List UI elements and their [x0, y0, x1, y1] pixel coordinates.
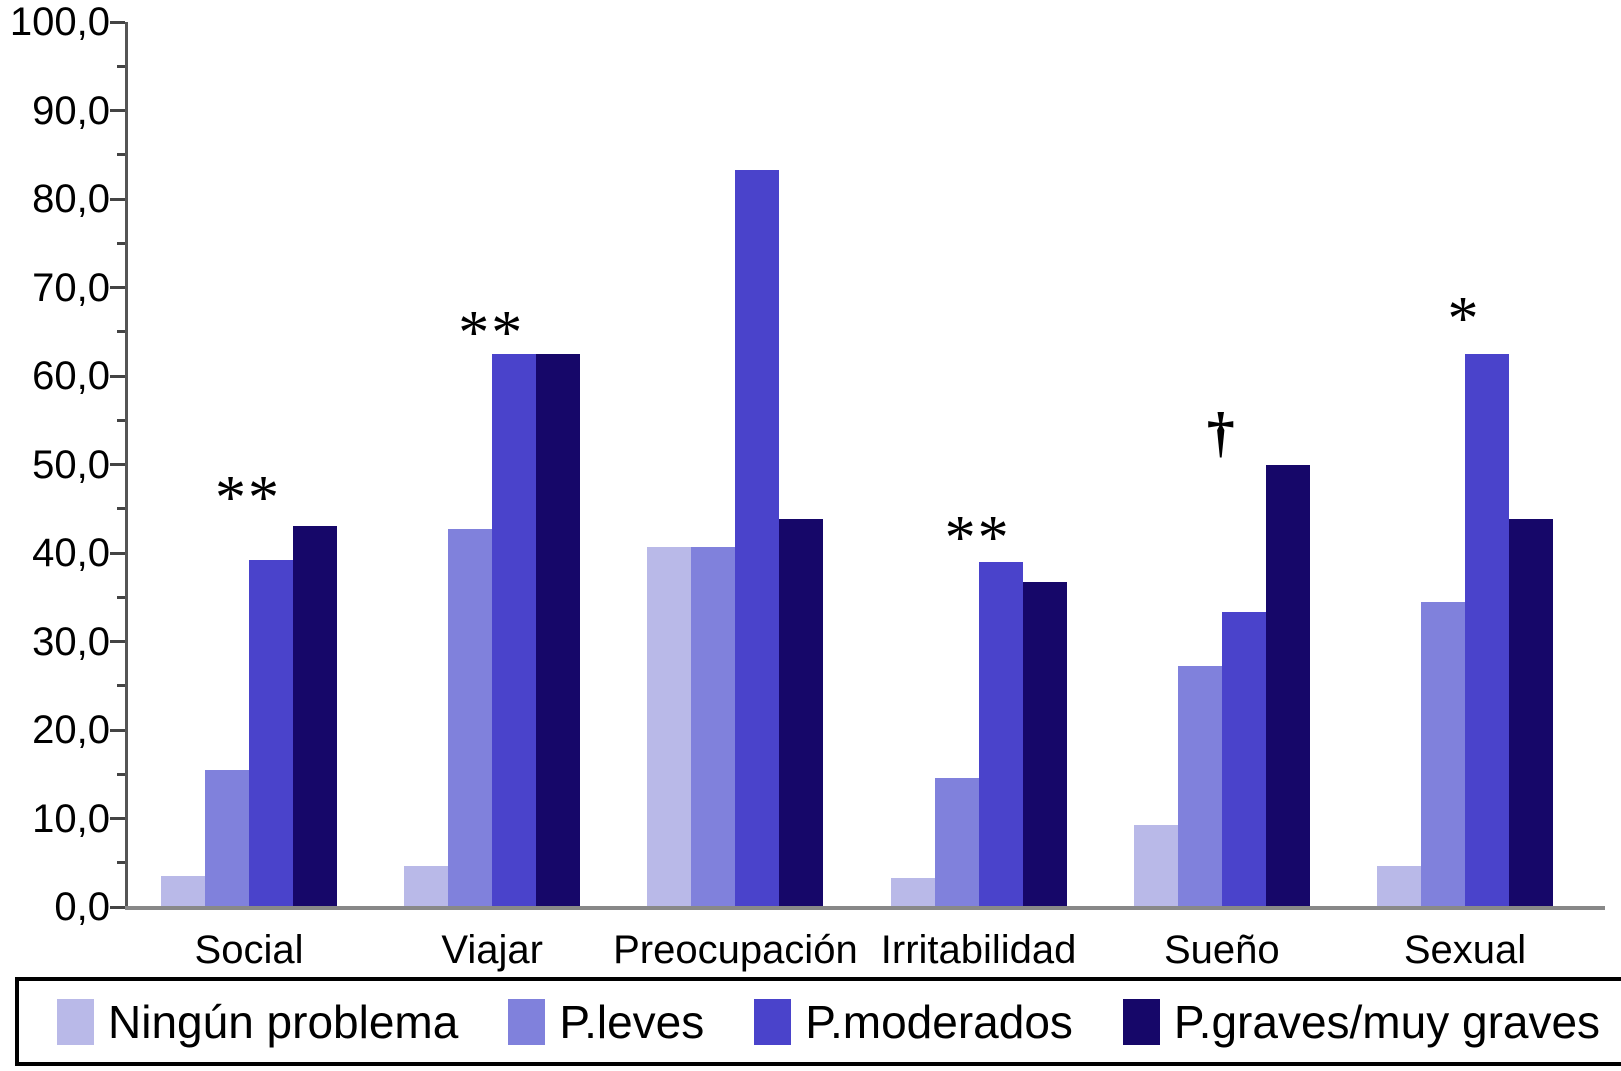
- bar: [779, 519, 824, 907]
- bar: [293, 526, 337, 907]
- legend-item: Ningún problema: [57, 995, 459, 1048]
- bar: [978, 561, 1023, 907]
- y-major-tick: [110, 286, 125, 289]
- y-major-tick: [110, 728, 125, 732]
- y-minor-tick: [117, 153, 125, 157]
- y-tick-label: 60,0: [32, 354, 110, 398]
- y-major-tick: [110, 551, 125, 555]
- bar: [1133, 824, 1178, 907]
- bar: [934, 777, 979, 907]
- bar: [161, 876, 205, 907]
- legend-item: P.leves: [508, 995, 705, 1048]
- bar: [536, 353, 581, 907]
- bar: [1022, 582, 1067, 907]
- legend-item: P.moderados: [754, 995, 1073, 1048]
- y-major-tick: [110, 463, 125, 466]
- y-minor-tick: [117, 64, 125, 68]
- bar: [647, 546, 692, 907]
- y-major-tick: [110, 374, 125, 378]
- bar: [249, 560, 293, 907]
- bar: [1221, 612, 1266, 907]
- y-minor-tick: [117, 418, 125, 422]
- y-tick-label: 70,0: [32, 265, 110, 310]
- bar: [1465, 353, 1509, 907]
- significance-annotation: **: [215, 463, 281, 532]
- bar: [205, 769, 249, 907]
- y-axis-line: [125, 22, 128, 907]
- significance-annotation: *: [1447, 285, 1481, 354]
- bar: [1265, 464, 1310, 907]
- legend-item: P.graves/muy graves: [1122, 995, 1601, 1048]
- y-tick-label: 100,0: [9, 0, 110, 44]
- bar: [1421, 601, 1465, 907]
- significance-annotation: †: [1206, 401, 1235, 464]
- bar: [890, 877, 935, 907]
- significance-annotation: **: [458, 299, 525, 368]
- legend-label: Ningún problema: [108, 995, 459, 1048]
- y-major-tick: [110, 817, 125, 820]
- legend-swatch: [57, 998, 94, 1045]
- x-category-label: Sexual: [1403, 928, 1527, 972]
- bar: [492, 353, 537, 907]
- x-category-label: Irritabilidad: [880, 928, 1077, 972]
- bar: [1509, 519, 1553, 907]
- y-major-tick: [110, 20, 125, 24]
- y-tick-label: 10,0: [32, 796, 110, 841]
- bar: [404, 866, 449, 907]
- y-tick-label: 0,0: [54, 885, 110, 929]
- x-category-label: Viajar: [441, 928, 543, 972]
- significance-annotation: **: [944, 503, 1011, 572]
- legend: Ningún problema P.leves P.moderados P.grave…: [15, 977, 1621, 1066]
- legend-label: P.leves: [559, 995, 705, 1048]
- x-category-label: Preocupación: [613, 928, 858, 972]
- y-minor-tick: [117, 772, 125, 776]
- bar: [735, 169, 780, 907]
- y-minor-tick: [117, 595, 125, 599]
- y-major-tick: [110, 640, 125, 643]
- y-tick-label: 20,0: [32, 708, 110, 752]
- bar: [448, 529, 493, 907]
- bar: [1177, 666, 1222, 907]
- y-minor-tick: [117, 241, 125, 245]
- y-minor-tick: [117, 861, 125, 865]
- legend-swatch: [754, 998, 792, 1045]
- x-category-label: Sueño: [1163, 928, 1280, 972]
- y-minor-tick: [117, 684, 125, 688]
- legend-swatch: [1122, 998, 1160, 1045]
- bar: [1377, 866, 1421, 907]
- y-major-tick: [110, 905, 125, 909]
- y-tick-label: 90,0: [32, 88, 110, 133]
- legend-swatch: [508, 998, 546, 1045]
- legend-label: P.graves/muy graves: [1173, 995, 1601, 1048]
- y-tick-label: 40,0: [32, 531, 110, 575]
- y-minor-tick: [117, 507, 125, 511]
- y-tick-label: 50,0: [32, 442, 110, 487]
- bar: [691, 546, 736, 907]
- x-axis-line: [125, 906, 1605, 910]
- y-major-tick: [110, 197, 125, 201]
- y-major-tick: [110, 109, 125, 112]
- x-category-label: Social: [194, 928, 304, 972]
- y-minor-tick: [117, 330, 125, 334]
- y-tick-label: 80,0: [32, 177, 110, 221]
- y-tick-label: 30,0: [32, 619, 110, 664]
- legend-label: P.moderados: [805, 995, 1073, 1048]
